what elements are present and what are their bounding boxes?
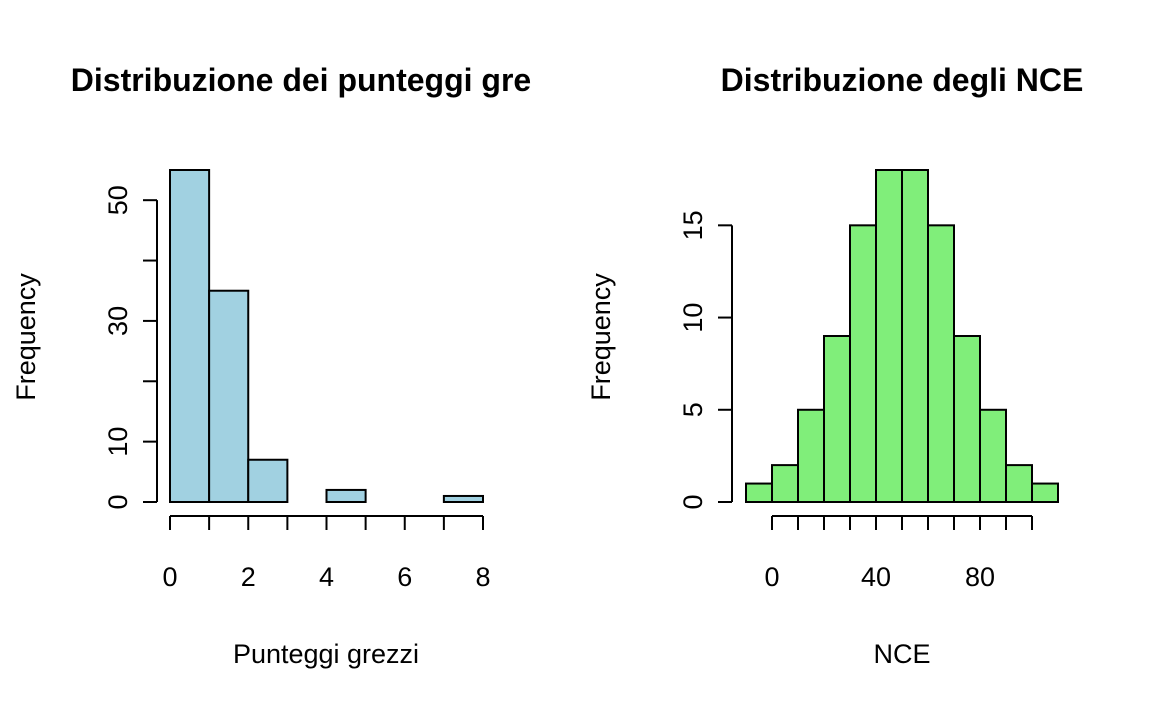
y-axis: 0 10 30 50: [103, 185, 158, 510]
histogram-bar: [442, 494, 484, 503]
y-tick-label: 15: [678, 210, 708, 240]
y-tick-label: 10: [678, 303, 708, 333]
histogram-panel-raw-scores: Distribuzione dei punteggi gre 0 10 30 50 0…: [11, 62, 531, 669]
y-axis-label: Frequency: [586, 273, 616, 401]
y-tick-label: 5: [678, 402, 708, 417]
y-axis-label: Frequency: [11, 273, 41, 401]
x-tick-label: 40: [861, 562, 891, 592]
histogram-bar: [247, 458, 289, 503]
histogram-bar: [979, 408, 1007, 503]
bars: [169, 169, 484, 504]
x-axis-label: Punteggi grezzi: [233, 639, 419, 669]
histogram-bar: [823, 335, 851, 503]
bars: [745, 169, 1059, 504]
histogram-bar: [927, 224, 955, 503]
histogram-bar: [1005, 464, 1033, 504]
x-tick-label: 8: [475, 562, 490, 592]
x-axis: 0 2 4 6 8: [162, 515, 491, 592]
histogram-bar: [797, 408, 825, 503]
histogram-bar: [1031, 482, 1059, 503]
histogram-bar: [169, 169, 211, 503]
histogram-bar: [208, 289, 250, 503]
x-tick-label: 0: [764, 562, 779, 592]
x-axis: 0 40 80: [764, 515, 1033, 592]
histogram-bar: [875, 169, 903, 503]
histogram-bar: [771, 464, 799, 504]
chart-title: Distribuzione degli NCE: [721, 62, 1084, 98]
y-axis: 0 5 10 15: [678, 210, 733, 510]
y-tick-label: 10: [103, 427, 133, 457]
histogram-bar: [849, 224, 877, 503]
x-tick-label: 0: [162, 562, 177, 592]
x-tick-label: 80: [965, 562, 995, 592]
x-tick-label: 4: [319, 562, 334, 592]
y-tick-label: 0: [103, 494, 133, 509]
histogram-panel-nce: Distribuzione degli NCE 0 5 10 15 0 40 80 Fre…: [586, 62, 1083, 669]
histogram-bar: [953, 335, 981, 503]
chart-title: Distribuzione dei punteggi gre: [71, 62, 531, 98]
x-tick-label: 6: [397, 562, 412, 592]
histogram-bar: [745, 482, 773, 503]
x-tick-label: 2: [241, 562, 256, 592]
y-tick-label: 50: [103, 185, 133, 215]
histogram-bar: [325, 488, 367, 504]
x-axis-label: NCE: [873, 639, 930, 669]
histogram-bar: [901, 169, 929, 503]
y-tick-label: 0: [678, 494, 708, 509]
y-tick-label: 30: [103, 306, 133, 336]
